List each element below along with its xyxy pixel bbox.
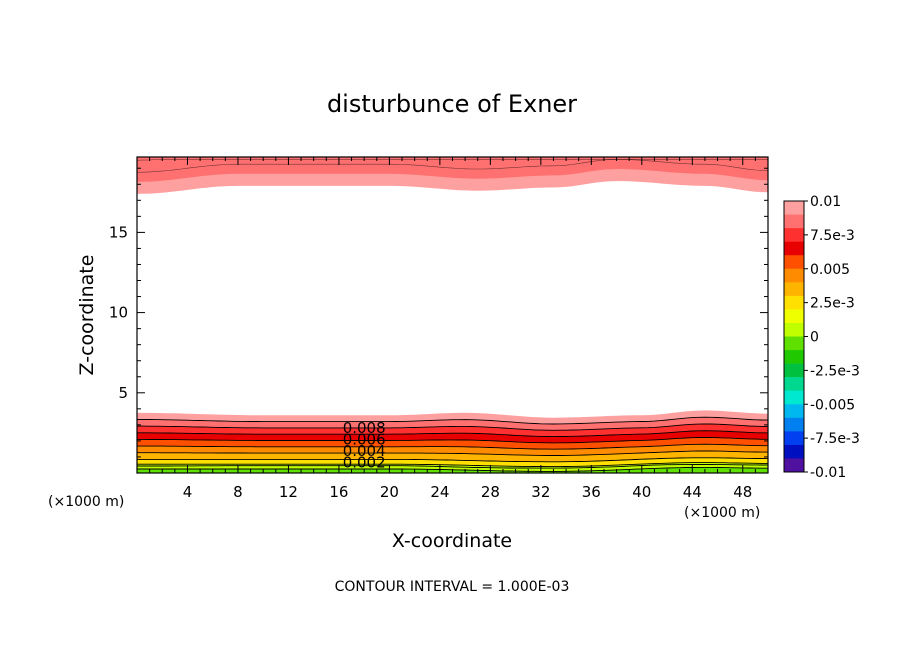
colorbar-label: 7.5e-3 bbox=[810, 228, 855, 244]
colorbar-swatch bbox=[784, 431, 804, 446]
colorbar-label: -0.005 bbox=[810, 397, 855, 413]
y-tick-label: 15 bbox=[109, 223, 128, 241]
x-tick-label: 20 bbox=[380, 483, 399, 501]
contour-line bbox=[137, 450, 768, 456]
y-tick-label: 5 bbox=[118, 384, 128, 402]
colorbar-swatch bbox=[784, 214, 804, 229]
x-tick-label: 40 bbox=[632, 483, 651, 501]
colorbar-swatch bbox=[784, 390, 804, 405]
colorbar-label: -2.5e-3 bbox=[810, 363, 860, 379]
contour-label: 0.004 bbox=[343, 442, 386, 460]
contour-interval-note: CONTOUR INTERVAL = 1.000E-03 bbox=[335, 579, 570, 595]
colorbar-swatch bbox=[784, 336, 804, 351]
x-tick-label: 12 bbox=[279, 483, 298, 501]
colorbar-swatch bbox=[784, 377, 804, 391]
colorbar-swatch bbox=[784, 363, 804, 378]
contour-line bbox=[137, 423, 768, 431]
x-tick-label: 24 bbox=[430, 483, 449, 501]
x-tick-label: 44 bbox=[683, 483, 702, 501]
colorbar-label: 0 bbox=[810, 330, 819, 346]
contour-line bbox=[137, 443, 768, 450]
colorbar-swatch bbox=[784, 444, 804, 459]
x-unit-right: (×1000 m) bbox=[684, 505, 760, 521]
colorbar-swatch bbox=[784, 309, 804, 324]
contour-line bbox=[137, 437, 768, 444]
y-axis-label: Z-coordinate bbox=[76, 255, 98, 376]
chart-title: disturbunce of Exner bbox=[327, 90, 577, 118]
colorbar-label: 0.005 bbox=[810, 262, 850, 278]
colorbar-swatch bbox=[784, 282, 804, 297]
colorbar-label: 0.01 bbox=[810, 194, 841, 210]
x-tick-label: 4 bbox=[183, 483, 193, 501]
colorbar-swatch bbox=[784, 295, 804, 310]
x-axis-label: X-coordinate bbox=[392, 530, 512, 552]
colorbar-swatch bbox=[784, 458, 804, 473]
colorbar-swatch bbox=[784, 201, 804, 215]
contour-line bbox=[137, 462, 768, 468]
colorbar-swatch bbox=[784, 350, 804, 364]
contour-line bbox=[137, 430, 768, 438]
colorbar: 0.01 7.5e-3 0.005 2.5e-3 0 -2.5e-3 -0.005 -7.5e… bbox=[783, 194, 860, 481]
x-tick-label: 8 bbox=[233, 483, 243, 501]
colorbar-swatch bbox=[784, 241, 804, 256]
colorbar-swatch bbox=[784, 322, 804, 337]
x-tick-label: 32 bbox=[531, 483, 550, 501]
colorbar-swatch bbox=[784, 228, 804, 242]
colorbar-swatch bbox=[784, 417, 804, 432]
colorbar-label: 2.5e-3 bbox=[810, 296, 855, 312]
contour-label: 0.002 bbox=[343, 454, 386, 472]
x-axis: 4 8 12 16 20 24 28 32 36 40 44 48 bbox=[149, 157, 756, 501]
colorbar-swatch bbox=[784, 255, 804, 270]
contour-line bbox=[137, 159, 768, 173]
x-tick-label: 16 bbox=[329, 483, 348, 501]
x-tick-label: 48 bbox=[733, 483, 752, 501]
contour-line bbox=[137, 457, 768, 463]
colorbar-swatch bbox=[784, 268, 804, 283]
x-tick-label: 28 bbox=[481, 483, 500, 501]
x-tick-label: 36 bbox=[582, 483, 601, 501]
colorbar-swatch bbox=[784, 404, 804, 419]
contour-line bbox=[137, 416, 768, 425]
colorbar-label: -7.5e-3 bbox=[810, 431, 860, 447]
y-tick-label: 10 bbox=[109, 304, 128, 322]
contour-label: 0.006 bbox=[343, 430, 386, 448]
contour-label: 0.008 bbox=[343, 419, 386, 437]
colorbar-label: -0.01 bbox=[810, 465, 846, 481]
y-axis: 5 10 15 bbox=[109, 167, 768, 458]
contour-line bbox=[137, 464, 768, 469]
x-unit-left: (×1000 m) bbox=[48, 494, 124, 510]
upper-band-fill bbox=[137, 157, 768, 182]
